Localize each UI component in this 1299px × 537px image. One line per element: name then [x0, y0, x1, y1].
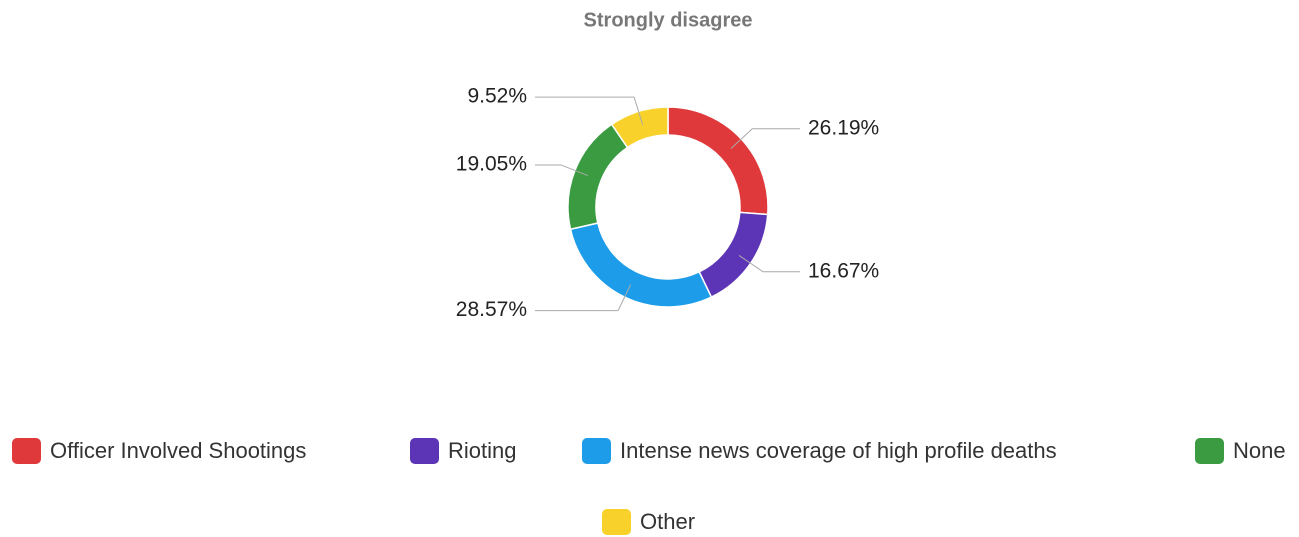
data-label: 28.57%	[456, 298, 527, 321]
leader-line	[535, 284, 632, 312]
legend-label: Intense news coverage of high profile de…	[620, 438, 1057, 463]
chart-title: Strongly disagree	[584, 9, 753, 31]
leader-line	[730, 128, 800, 149]
data-label: 19.05%	[456, 153, 527, 176]
leader-line	[535, 96, 644, 125]
legend-swatch	[602, 509, 631, 535]
donut-slice	[569, 222, 713, 308]
data-label: 26.19%	[808, 116, 879, 139]
legend-label: None	[1233, 438, 1286, 463]
leader-line	[738, 255, 800, 273]
data-label: 9.52%	[467, 85, 527, 108]
legend-swatch	[410, 438, 439, 464]
donut-slice	[567, 123, 629, 231]
legend-label: Other	[640, 509, 695, 534]
donut-slice	[610, 106, 669, 149]
legend-swatch	[582, 438, 611, 464]
legend-label: Officer Involved Shootings	[50, 438, 306, 463]
leader-line	[535, 164, 589, 177]
data-label: 16.67%	[808, 259, 879, 282]
donut-slice	[698, 211, 769, 299]
legend-swatch	[12, 438, 41, 464]
legend-swatch	[1195, 438, 1224, 464]
legend-label: Rioting	[448, 438, 516, 463]
donut-slice	[667, 106, 769, 216]
